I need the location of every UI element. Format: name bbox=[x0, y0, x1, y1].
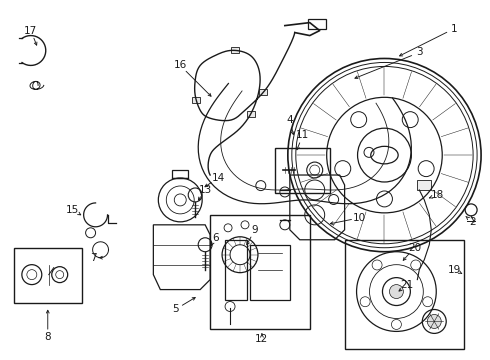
Text: 1: 1 bbox=[451, 24, 458, 33]
Text: 18: 18 bbox=[431, 190, 444, 200]
Text: 2: 2 bbox=[469, 217, 475, 227]
Bar bbox=[172, 170, 188, 178]
Circle shape bbox=[427, 315, 441, 328]
Text: 5: 5 bbox=[172, 305, 178, 315]
Text: 16: 16 bbox=[173, 60, 187, 71]
Bar bbox=[231, 48, 239, 53]
Bar bbox=[14, 248, 82, 302]
Bar bbox=[275, 148, 330, 193]
Text: 14: 14 bbox=[212, 173, 225, 183]
Bar bbox=[344, 240, 464, 349]
Circle shape bbox=[390, 285, 403, 298]
Text: 17: 17 bbox=[24, 26, 37, 36]
Text: 13: 13 bbox=[198, 185, 212, 195]
Text: 12: 12 bbox=[255, 334, 269, 345]
Text: 20: 20 bbox=[408, 243, 421, 253]
Text: 7: 7 bbox=[90, 253, 97, 263]
Text: 21: 21 bbox=[401, 280, 414, 289]
Text: 15: 15 bbox=[66, 205, 79, 215]
Text: 3: 3 bbox=[416, 48, 423, 58]
Text: 8: 8 bbox=[45, 332, 51, 342]
Bar bbox=[225, 240, 247, 300]
Text: 10: 10 bbox=[353, 213, 366, 223]
Text: 11: 11 bbox=[296, 130, 309, 140]
Text: 9: 9 bbox=[252, 225, 258, 235]
Text: 6: 6 bbox=[212, 233, 219, 243]
Bar bbox=[247, 111, 255, 117]
Text: 19: 19 bbox=[447, 265, 461, 275]
Bar bbox=[210, 215, 310, 329]
Bar bbox=[308, 19, 326, 28]
Bar bbox=[250, 245, 290, 300]
Text: 4: 4 bbox=[287, 115, 293, 125]
Bar bbox=[192, 97, 200, 103]
Bar bbox=[260, 89, 268, 95]
Bar bbox=[417, 180, 431, 190]
